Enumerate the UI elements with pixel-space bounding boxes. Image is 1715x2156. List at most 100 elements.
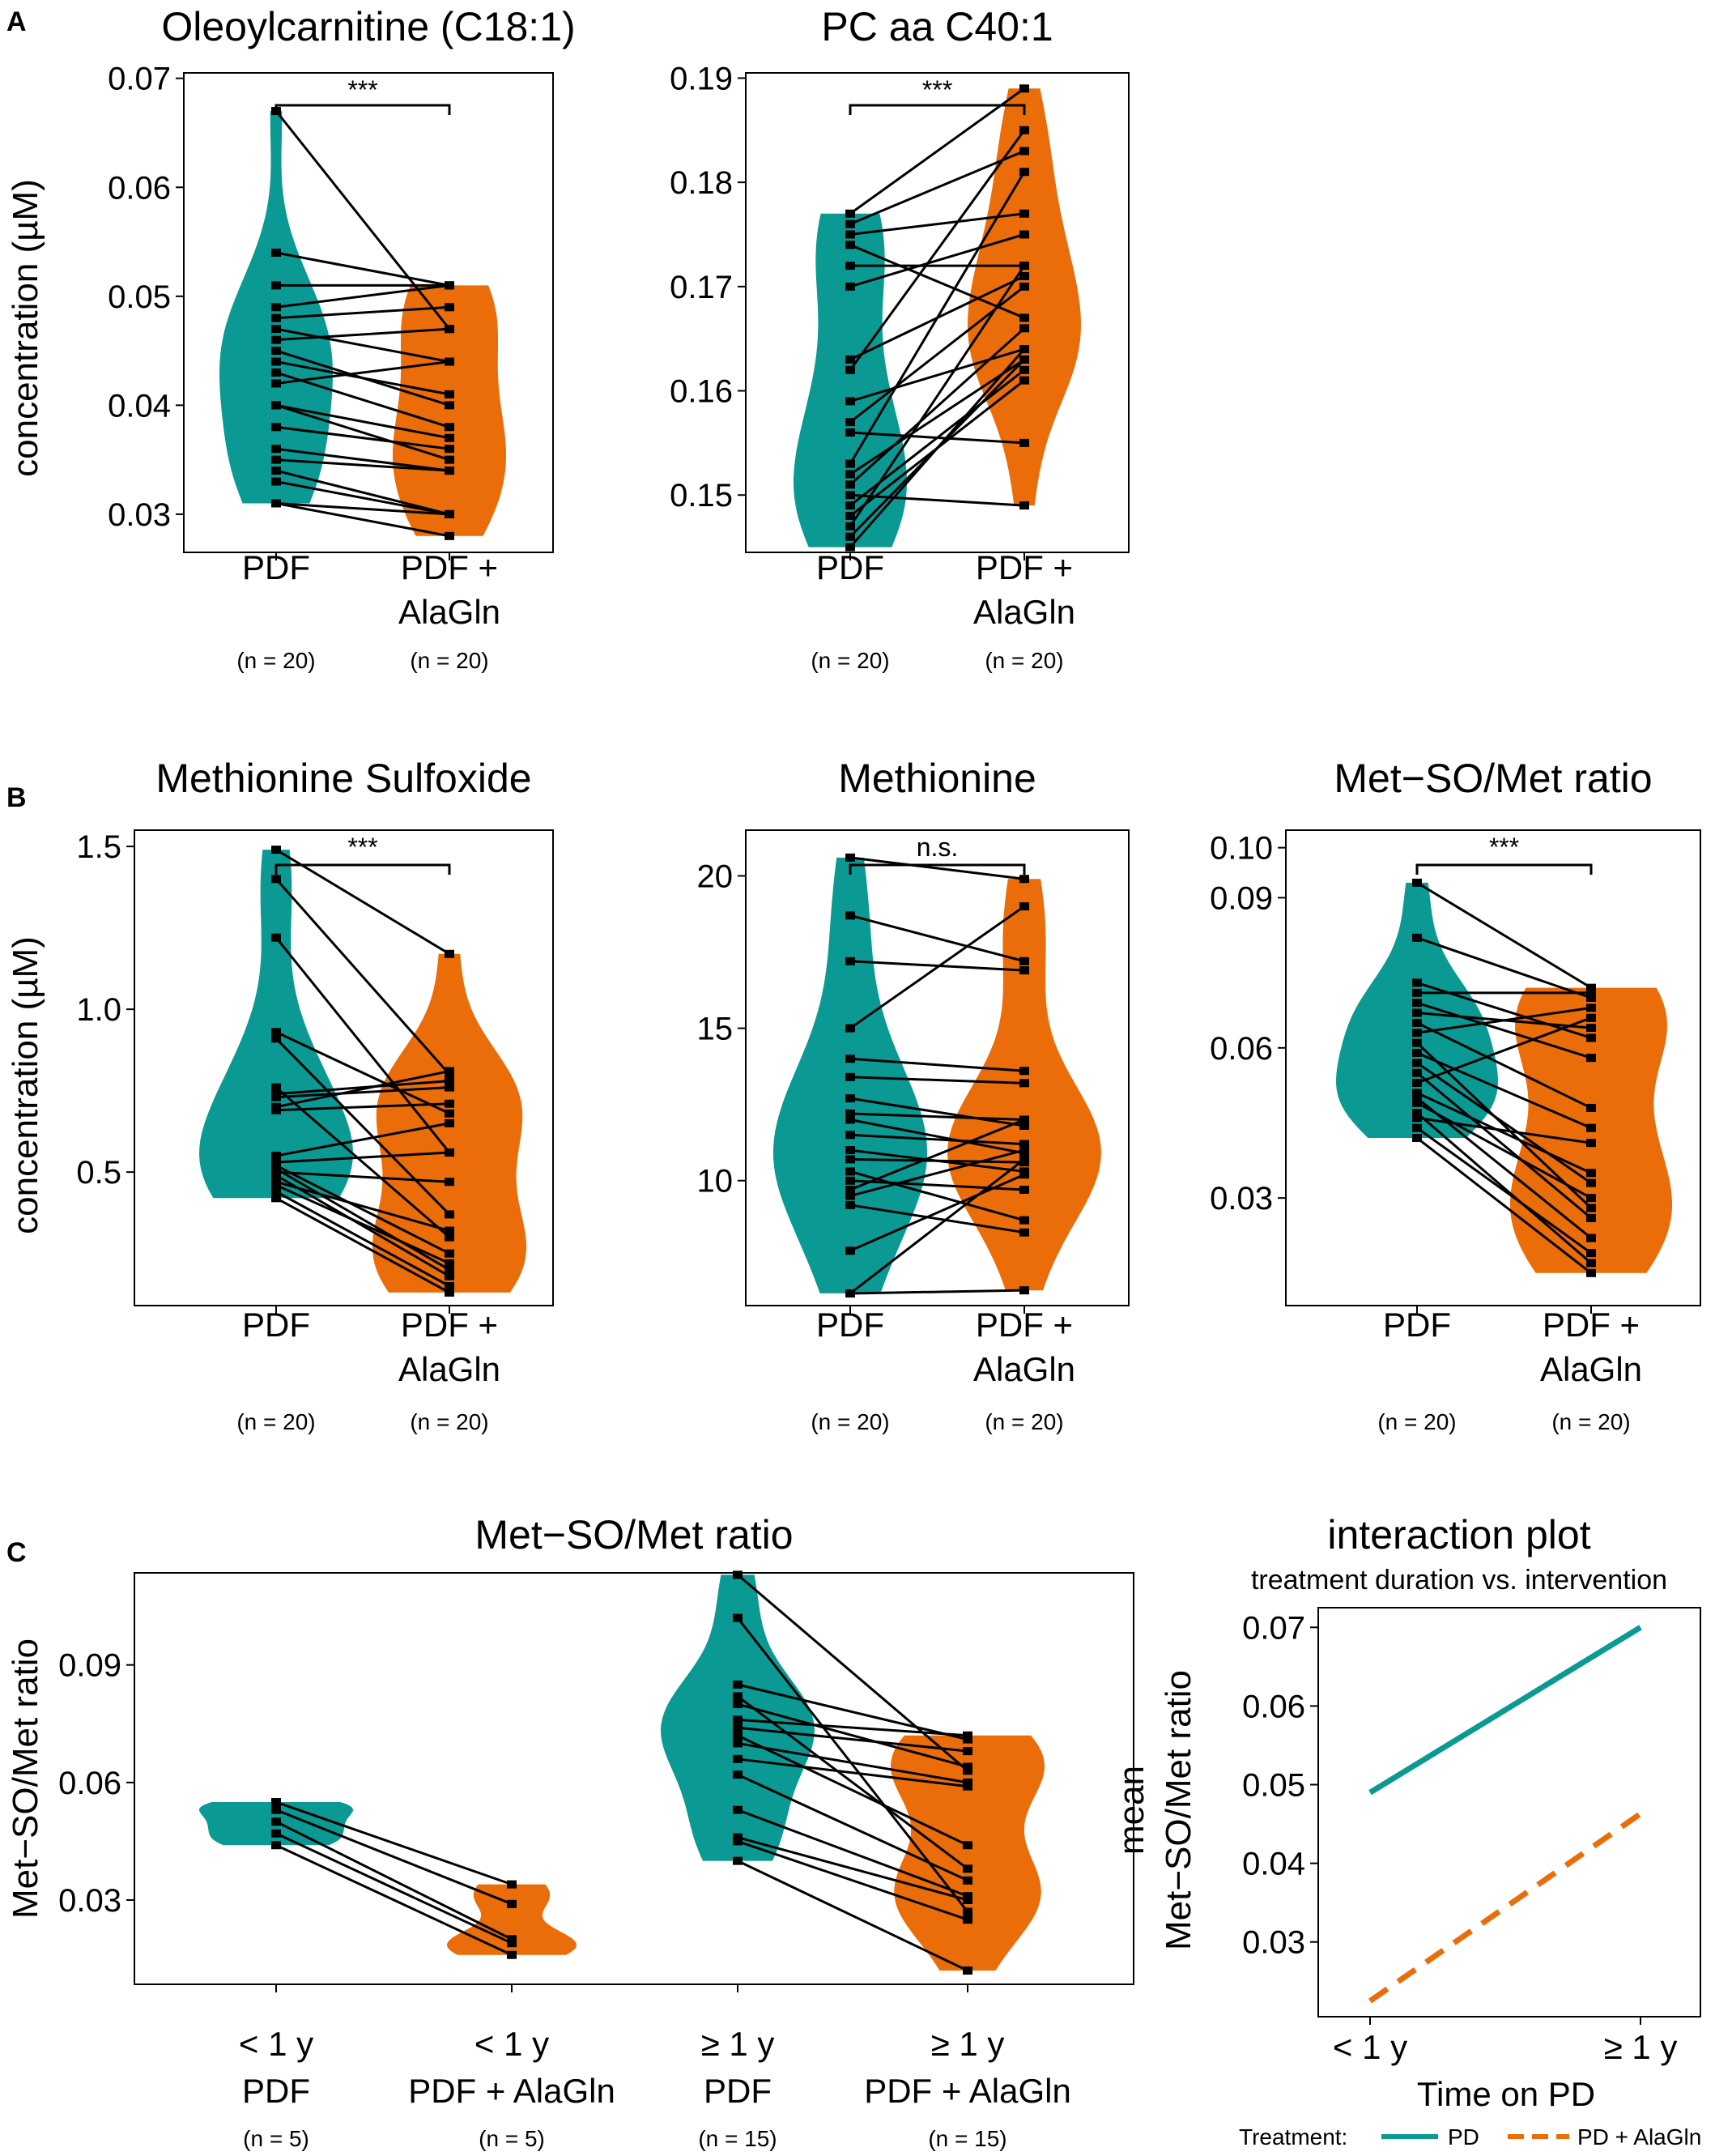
x-label-alagln: AlaGln	[398, 593, 500, 631]
n-label-pdf-alagln: (n = 20)	[410, 648, 488, 673]
data-point-pdf	[271, 313, 281, 322]
data-point-pdf-alagln	[445, 509, 454, 518]
data-point-pdf-alagln	[1019, 1155, 1029, 1164]
data-point-pdf-alagln	[445, 1288, 454, 1297]
paired-line	[849, 1289, 1025, 1295]
paired-line	[737, 1695, 968, 1870]
chart-met-so-met-ratio: Met−SO/Met ratio 0.03 0.06 0.09 0.10 PDF PDF +…	[1210, 756, 1701, 1434]
data-point-pdf-alagln	[1586, 1249, 1596, 1258]
paired-line	[275, 1809, 513, 1906]
data-point-group-3	[733, 1700, 743, 1709]
data-point-pdf	[271, 325, 281, 334]
y-tick-label: 15	[697, 1012, 734, 1047]
paired-line	[737, 1860, 968, 1972]
paired-line	[275, 501, 450, 516]
plot-frame	[1285, 829, 1701, 1306]
paired-line	[849, 348, 1026, 548]
data-point-pdf	[845, 1186, 855, 1195]
data-point-pdf-alagln	[1019, 1121, 1029, 1130]
data-point-pdf-alagln	[445, 1118, 454, 1127]
data-point-pdf-alagln	[1586, 1033, 1596, 1042]
paired-line	[275, 327, 450, 342]
paired-line	[1416, 1136, 1592, 1275]
data-point-pdf	[845, 491, 855, 500]
paired-line	[275, 501, 450, 538]
paired-line	[275, 371, 450, 428]
paired-line	[1416, 936, 1592, 999]
data-point-group-1	[271, 1798, 281, 1807]
x-tick-label: < 1 y	[1333, 2028, 1407, 2066]
data-point-pdf-alagln	[1019, 501, 1029, 510]
paired-line	[849, 1173, 1025, 1252]
paired-line	[275, 1164, 450, 1255]
paired-line	[849, 327, 1026, 486]
data-point-pdf	[271, 445, 281, 454]
paired-line	[849, 1076, 1025, 1084]
x-label-pdf-plus: PDF +	[976, 548, 1073, 586]
data-point-pdf-alagln	[445, 531, 454, 540]
data-point-pdf	[1412, 1123, 1422, 1132]
plot-frame	[745, 72, 1130, 553]
data-point-pdf-alagln	[1019, 345, 1029, 354]
data-point-pdf	[845, 501, 855, 510]
data-point-pdf-alagln	[1586, 1169, 1596, 1178]
data-point-pdf	[845, 911, 855, 920]
paired-line	[275, 848, 450, 956]
data-point-pdf	[845, 543, 855, 552]
paired-line	[849, 150, 1025, 225]
legend-label-pd-alagln: PD + AlaGln	[1577, 2124, 1701, 2150]
x-label-alagln: AlaGln	[398, 1350, 500, 1388]
panel-letter-a: A	[6, 6, 27, 37]
data-point-pdf-alagln	[1019, 1067, 1029, 1076]
chart-title: interaction plot	[1327, 1512, 1590, 1557]
data-point-pdf	[271, 455, 281, 464]
significance-label: ***	[922, 75, 952, 104]
data-point-pdf-alagln	[1019, 1115, 1029, 1124]
data-point-pdf-alagln	[1019, 313, 1029, 322]
paired-line	[275, 1030, 450, 1115]
data-point-pdf-alagln	[1019, 875, 1029, 884]
data-point-group-3	[733, 1754, 743, 1763]
data-point-pdf-alagln	[445, 1099, 454, 1108]
x-label-treatment: PDF + AlaGln	[408, 2072, 615, 2110]
paired-line	[849, 243, 1025, 319]
data-point-pdf-alagln	[445, 455, 454, 464]
data-point-pdf	[1412, 999, 1422, 1008]
paired-line	[1415, 1042, 1593, 1209]
data-point-pdf-alagln	[1019, 1146, 1029, 1155]
series-line-pd	[1368, 1625, 1642, 1796]
data-point-pdf	[271, 1171, 281, 1180]
data-point-pdf-alagln	[1019, 271, 1029, 280]
data-point-pdf-alagln	[1019, 209, 1029, 218]
y-tick-label: 0.04	[108, 388, 171, 424]
data-point-pdf	[845, 1200, 855, 1209]
data-point-pdf-alagln	[1019, 230, 1029, 239]
x-label-duration: ≥ 1 y	[701, 2025, 775, 2063]
data-point-pdf	[845, 1167, 855, 1176]
paired-line	[849, 905, 1025, 1029]
violin-group-2	[447, 1884, 577, 1955]
data-point-pdf	[271, 347, 281, 356]
data-point-group-3	[733, 1692, 743, 1701]
data-point-pdf	[845, 1155, 855, 1164]
paired-line	[275, 1800, 513, 1886]
data-point-pdf-alagln	[1019, 957, 1029, 965]
data-point-pdf	[271, 477, 281, 486]
y-tick-label: 0.5	[76, 1155, 121, 1191]
data-point-pdf-alagln	[445, 445, 454, 454]
data-point-group-4	[963, 1747, 972, 1756]
y-tick-label: 1.0	[76, 992, 121, 1028]
y-tick-label: 0.17	[670, 270, 733, 305]
paired-line	[275, 469, 450, 516]
data-point-pdf	[845, 1191, 855, 1200]
paired-line	[737, 1836, 968, 1902]
data-point-pdf	[1412, 1114, 1422, 1123]
data-point-pdf-alagln	[1586, 1003, 1596, 1012]
panel-letter-c: C	[6, 1537, 27, 1568]
data-point-pdf	[845, 1094, 855, 1103]
data-point-pdf-alagln	[1586, 1103, 1596, 1112]
y-tick-label: 0.03	[108, 497, 171, 533]
paired-line	[275, 1086, 450, 1238]
data-point-pdf	[271, 1106, 281, 1114]
paired-line	[849, 87, 1025, 215]
